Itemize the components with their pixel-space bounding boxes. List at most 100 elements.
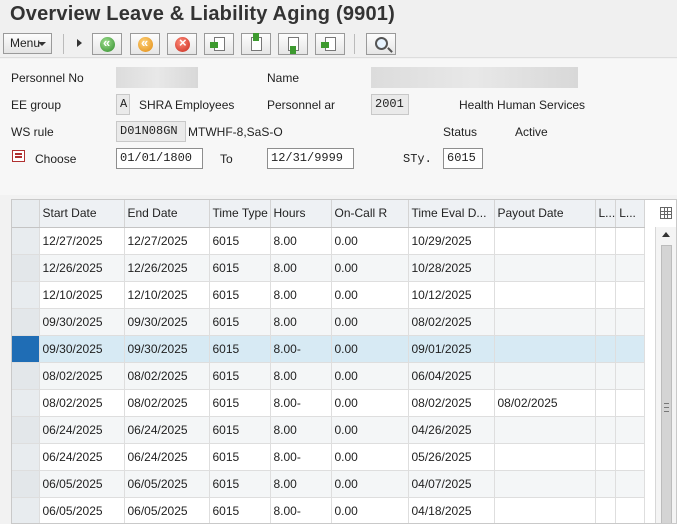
table-cell: 06/24/2025 <box>124 443 210 471</box>
row-selector[interactable] <box>12 335 40 363</box>
subtype-input[interactable]: 6015 <box>443 148 483 169</box>
table-row[interactable]: 06/05/2025 06/05/2025 6015 8.00- 0.00 04/18/2… <box>12 497 646 523</box>
next-record-button[interactable] <box>278 33 308 55</box>
toolbar-separator <box>354 34 355 54</box>
table-cell: 6015 <box>209 470 271 498</box>
to-date-input[interactable]: 12/31/9999 <box>267 148 354 169</box>
table-settings-icon[interactable] <box>660 207 672 219</box>
table-cell: 12/10/2025 <box>124 281 210 309</box>
table-cell: 09/30/2025 <box>124 335 210 363</box>
previous-record-button[interactable] <box>204 33 234 55</box>
back-icon <box>100 35 115 52</box>
table-row[interactable]: 09/30/2025 09/30/2025 6015 8.00- 0.00 09/01/2… <box>12 335 646 363</box>
table-cell <box>595 254 617 282</box>
toolbar-expand-arrow-icon[interactable] <box>77 39 82 47</box>
table-cell: 10/29/2025 <box>408 227 495 255</box>
table-row[interactable]: 12/10/2025 12/10/2025 6015 8.00 0.00 10/12/20… <box>12 281 646 309</box>
table-cell <box>494 308 596 336</box>
table-cell: 0.00 <box>331 416 409 444</box>
exit-button[interactable] <box>130 33 160 55</box>
first-record-button[interactable] <box>241 33 271 55</box>
table-row[interactable]: 06/05/2025 06/05/2025 6015 8.00 0.00 04/07/20… <box>12 470 646 498</box>
scroll-up-icon[interactable] <box>662 232 670 237</box>
cancel-button[interactable] <box>167 33 197 55</box>
exit-icon <box>138 35 153 52</box>
row-selector[interactable] <box>12 254 40 282</box>
column-header[interactable]: End Date <box>124 200 210 228</box>
table-cell <box>595 443 617 471</box>
table-cell: 09/30/2025 <box>39 335 125 363</box>
row-selector[interactable] <box>12 281 40 309</box>
table-cell <box>595 335 617 363</box>
column-header[interactable]: Payout Date <box>494 200 596 228</box>
table-cell: 08/02/2025 <box>408 389 495 417</box>
choose-calendar-icon[interactable] <box>12 150 25 162</box>
leave-aging-table: Start Date End Date Time Type Hours On-Call … <box>11 199 677 524</box>
ws-rule-text: MTWHF-8,SaS-O <box>188 125 283 139</box>
name-label: Name <box>267 71 300 85</box>
row-selector[interactable] <box>12 497 40 523</box>
table-row[interactable]: 08/02/2025 08/02/2025 6015 8.00- 0.00 08/02/2… <box>12 389 646 417</box>
next-record-icon <box>288 37 299 54</box>
table-cell: 6015 <box>209 389 271 417</box>
table-cell: 08/02/2025 <box>39 362 125 390</box>
column-header[interactable]: Hours <box>270 200 332 228</box>
table-row[interactable]: 09/30/2025 09/30/2025 6015 8.00 0.00 08/02/20… <box>12 308 646 336</box>
table-cell <box>494 416 596 444</box>
table-cell: 09/30/2025 <box>39 308 125 336</box>
select-all-cell[interactable] <box>12 200 40 228</box>
table-cell: 12/27/2025 <box>124 227 210 255</box>
table-cell: 0.00 <box>331 362 409 390</box>
table-cell: 8.00- <box>270 443 332 471</box>
back-button[interactable] <box>92 33 122 55</box>
column-header[interactable]: Time Type <box>209 200 271 228</box>
table-cell <box>494 254 596 282</box>
table-cell <box>595 281 617 309</box>
find-button[interactable] <box>366 33 396 55</box>
table-cell <box>615 497 646 523</box>
last-record-button[interactable] <box>315 33 345 55</box>
table-header-row: Start Date End Date Time Type Hours On-Call … <box>12 200 646 228</box>
row-selector[interactable] <box>12 416 40 444</box>
table-row[interactable]: 12/27/2025 12/27/2025 6015 8.00 0.00 10/29/20… <box>12 227 646 255</box>
table-cell <box>494 497 596 523</box>
table-row[interactable]: 06/24/2025 06/24/2025 6015 8.00- 0.00 05/26/2… <box>12 443 646 471</box>
scroll-thumb[interactable] <box>661 245 672 523</box>
column-header[interactable]: On-Call R <box>331 200 409 228</box>
table-cell: 0.00 <box>331 254 409 282</box>
table-cell: 12/10/2025 <box>39 281 125 309</box>
row-selector[interactable] <box>12 308 40 336</box>
table-row[interactable]: 08/02/2025 08/02/2025 6015 8.00 0.00 06/04/20… <box>12 362 646 390</box>
personnel-area-label: Personnel ar <box>267 98 336 112</box>
table-cell <box>615 308 646 336</box>
menu-button[interactable]: Menu <box>3 33 52 54</box>
column-header[interactable]: L... <box>595 200 617 228</box>
row-selector[interactable] <box>12 443 40 471</box>
table-cell: 0.00 <box>331 281 409 309</box>
column-header[interactable]: L... <box>615 200 646 228</box>
row-selector[interactable] <box>12 470 40 498</box>
subtype-label: STy. <box>403 152 432 166</box>
column-header[interactable]: Time Eval D... <box>408 200 495 228</box>
ee-group-code: A <box>116 94 130 115</box>
table-cell: 06/05/2025 <box>39 497 125 523</box>
row-selector[interactable] <box>12 362 40 390</box>
table-cell <box>595 470 617 498</box>
table-cell: 8.00 <box>270 281 332 309</box>
table-cell: 12/27/2025 <box>39 227 125 255</box>
table-cell: 12/26/2025 <box>39 254 125 282</box>
table-row[interactable]: 12/26/2025 12/26/2025 6015 8.00 0.00 10/28/20… <box>12 254 646 282</box>
from-date-input[interactable]: 01/01/1800 <box>116 148 203 169</box>
table-cell <box>595 227 617 255</box>
table-cell: 8.00- <box>270 389 332 417</box>
row-selector[interactable] <box>12 389 40 417</box>
first-record-icon <box>251 33 262 51</box>
row-selector[interactable] <box>12 227 40 255</box>
column-header[interactable]: Start Date <box>39 200 125 228</box>
table-cell <box>615 281 646 309</box>
table-row[interactable]: 06/24/2025 06/24/2025 6015 8.00 0.00 04/26/20… <box>12 416 646 444</box>
status-label: Status <box>443 125 478 139</box>
table-cell: 8.00- <box>270 335 332 363</box>
vertical-scrollbar[interactable] <box>655 227 676 523</box>
table-cell: 12/26/2025 <box>124 254 210 282</box>
